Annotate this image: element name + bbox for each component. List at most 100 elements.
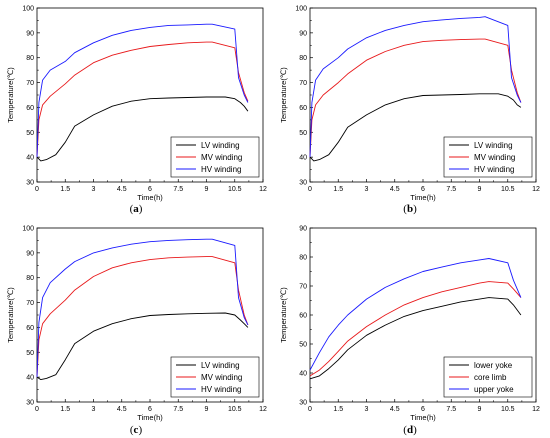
x-tick-label: 6 [421,406,425,413]
y-tick-label: 80 [26,55,34,62]
y-axis-label: Temperature(℃) [279,67,288,123]
legend-entry: HV winding [201,385,241,394]
y-tick-label: 50 [26,130,34,137]
x-tick-label: 9 [205,406,209,413]
x-tick-label: 12 [259,186,267,193]
x-tick-label: 1.5 [60,186,70,193]
y-tick-label: 60 [299,105,307,112]
y-tick-label: 100 [295,6,307,13]
legend-entry: HV winding [474,165,514,174]
y-tick-label: 30 [26,180,34,187]
y-tick-label: 100 [22,226,34,233]
y-tick-label: 30 [299,400,307,407]
x-tick-label: 1.5 [60,406,70,413]
y-tick-label: 40 [299,155,307,162]
y-tick-label: 80 [26,275,34,282]
legend-entry: lower yoke [474,361,513,370]
chart-panel-c: 0 1.5 3 4.5 6 7.5 9 10.5 12 30 40 50 60 70 80 90 100 Time… [6,226,267,423]
x-tick-label: 1.5 [333,186,343,193]
series-line-core-limb [309,281,522,377]
panel-label: (d) [403,424,417,436]
x-tick-label: 10.5 [501,186,515,193]
y-tick-label: 70 [299,80,307,87]
x-tick-label: 10.5 [228,406,242,413]
legend-entry: LV winding [201,361,240,370]
x-tick-label: 0 [308,406,312,413]
x-tick-label: 12 [532,186,540,193]
series-line-lower-yoke [309,297,522,380]
x-tick-label: 9 [478,406,482,413]
y-tick-label: 40 [26,375,34,382]
series-line-hv-winding [309,16,522,158]
x-tick-label: 0 [35,186,39,193]
x-tick-label: 3 [365,406,369,413]
x-tick-label: 10.5 [228,186,242,193]
y-tick-label: 40 [26,155,34,162]
x-tick-label: 12 [259,406,267,413]
x-axis-label: Time(h) [410,413,436,422]
y-tick-label: 90 [26,30,34,37]
series-line-lv-winding [36,312,249,381]
x-tick-label: 7.5 [173,406,183,413]
chart-panel-a: 0 1.5 3 4.5 6 7.5 9 10.5 12 30 40 50 60 70 80 90 100 Time… [6,6,267,203]
x-tick-label: 0 [35,406,39,413]
x-tick-label: 3 [92,186,96,193]
legend-entry: HV winding [201,165,241,174]
chart-panel-b: 0 1.5 3 4.5 6 7.5 9 10.5 12 30 40 50 60 70 80 90 100 Time… [279,6,540,203]
series-line-lv-winding [309,93,522,162]
y-tick-label: 90 [299,226,307,233]
x-tick-label: 7.5 [446,406,456,413]
legend-entry: upper yoke [474,385,514,394]
legend-entry: MV winding [201,153,242,162]
legend-entry: MV winding [201,373,242,382]
series-line-mv-winding [36,256,249,378]
panel-label: (b) [403,203,417,215]
x-tick-label: 6 [148,406,152,413]
x-tick-label: 0 [308,186,312,193]
y-axis-label: Temperature(℃) [6,287,15,343]
x-axis-label: Time(h) [410,193,436,202]
y-tick-label: 80 [299,55,307,62]
series-line-mv-winding [36,41,249,158]
chart-panel-d: 0 1.5 3 4.5 6 7.5 9 10.5 12 30 40 50 60 70 80 90 Time(h)… [279,226,540,423]
x-tick-label: 4.5 [390,186,400,193]
series-line-upper-yoke [309,258,522,371]
y-tick-label: 30 [26,400,34,407]
x-tick-label: 4.5 [390,406,400,413]
x-tick-label: 7.5 [446,186,456,193]
legend-entry: LV winding [201,141,240,150]
y-tick-label: 50 [299,130,307,137]
x-tick-label: 3 [92,406,96,413]
y-tick-label: 30 [299,180,307,187]
legend-entry: core limb [474,373,507,382]
x-tick-label: 3 [365,186,369,193]
x-tick-label: 10.5 [501,406,515,413]
x-tick-label: 9 [478,186,482,193]
series-line-hv-winding [36,23,249,158]
x-tick-label: 7.5 [173,186,183,193]
panel-label: (a) [130,203,143,215]
y-tick-label: 60 [26,105,34,112]
y-tick-label: 40 [299,371,307,378]
x-tick-label: 4.5 [117,186,127,193]
x-tick-label: 6 [421,186,425,193]
y-tick-label: 50 [299,342,307,349]
y-tick-label: 70 [299,284,307,291]
x-tick-label: 9 [205,186,209,193]
x-tick-label: 6 [148,186,152,193]
y-tick-label: 60 [26,325,34,332]
y-tick-label: 50 [26,350,34,357]
y-tick-label: 90 [299,30,307,37]
x-tick-label: 1.5 [333,406,343,413]
x-axis-label: Time(h) [137,193,163,202]
x-tick-label: 4.5 [117,406,127,413]
y-tick-label: 80 [299,255,307,262]
series-line-lv-winding [36,96,249,162]
legend-entry: LV winding [474,141,513,150]
x-tick-label: 12 [532,406,540,413]
series-line-hv-winding [36,238,249,378]
y-tick-label: 70 [26,300,34,307]
y-axis-label: Temperature(℃) [279,287,288,343]
legend-entry: MV winding [474,153,515,162]
